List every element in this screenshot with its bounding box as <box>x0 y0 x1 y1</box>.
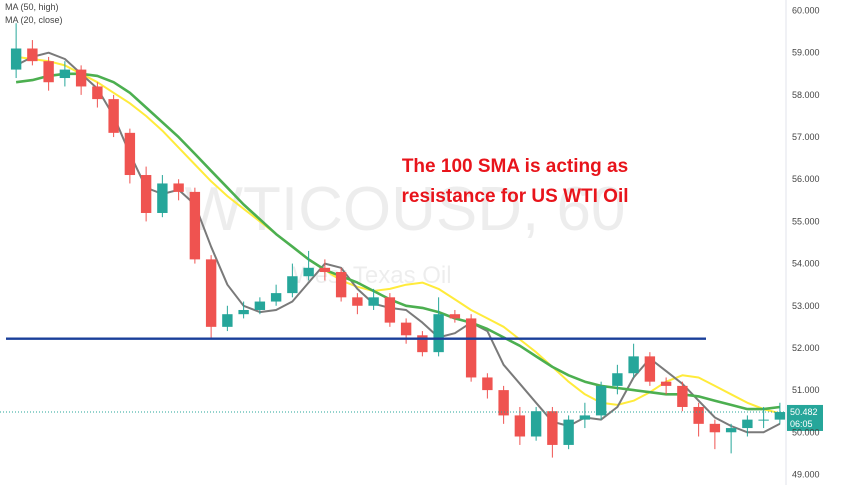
candle <box>465 314 477 382</box>
candle <box>693 402 704 437</box>
y-tick-label: 59.000 <box>792 48 820 58</box>
candle <box>758 406 769 429</box>
candle <box>612 364 623 395</box>
candle <box>238 301 249 319</box>
candle <box>43 56 54 91</box>
candle <box>270 284 282 306</box>
candle <box>254 297 266 315</box>
candle <box>205 255 217 340</box>
candle <box>449 309 461 323</box>
current-price-badge <box>787 404 823 431</box>
y-tick-label: 56.000 <box>792 174 820 184</box>
candle <box>417 331 428 357</box>
candlesticks <box>10 23 786 458</box>
y-tick-label: 55.000 <box>792 216 820 226</box>
candle <box>774 402 786 424</box>
candle <box>319 259 331 281</box>
candle <box>59 61 71 87</box>
candle <box>157 175 168 218</box>
candle <box>92 82 103 108</box>
watermark-symbol: WTICOUSD, 60 <box>185 175 626 244</box>
ma-line <box>15 55 781 415</box>
candle <box>677 381 688 412</box>
price-axis: 49.000 50.000 51.000 52.000 53.000 54.000 55.0… <box>792 6 820 480</box>
candle <box>352 293 363 315</box>
candle <box>140 166 152 222</box>
candle <box>644 352 656 386</box>
candle <box>189 187 201 264</box>
candle <box>530 406 542 441</box>
candle <box>27 40 38 66</box>
ma-20-close-legend[interactable]: MA (20, close) <box>5 15 63 25</box>
candle <box>660 377 672 395</box>
y-tick-label: 53.000 <box>792 301 820 311</box>
candle <box>547 406 558 458</box>
candle <box>498 385 509 424</box>
candle <box>579 402 591 429</box>
candle <box>384 293 396 327</box>
y-tick-label: 52.000 <box>792 343 820 353</box>
candle <box>514 406 526 445</box>
candle <box>124 128 136 184</box>
support-level: 50.482 06:05 <box>0 337 823 431</box>
candle <box>628 343 639 378</box>
candle <box>563 415 574 450</box>
candle <box>742 415 753 437</box>
candle <box>287 263 298 298</box>
ma-line <box>15 72 781 411</box>
candle <box>10 23 22 79</box>
candle <box>335 267 347 302</box>
candle <box>173 179 184 201</box>
candle <box>368 288 379 310</box>
y-tick-label: 57.000 <box>792 132 820 142</box>
y-tick-label: 51.000 <box>792 385 820 395</box>
candle <box>222 305 233 332</box>
candle <box>709 419 721 450</box>
candle <box>482 373 493 399</box>
y-tick-label: 49.000 <box>792 469 820 479</box>
y-tick-label: 60.000 <box>792 6 820 16</box>
candle <box>75 65 87 95</box>
candle <box>433 297 444 357</box>
y-tick-label: 50.000 <box>792 427 820 437</box>
annotation-line-2: resistance for US WTI Oil <box>401 186 629 207</box>
candle <box>400 318 412 344</box>
y-tick-label: 58.000 <box>792 90 820 100</box>
candle <box>108 94 119 138</box>
bar-countdown-label: 06:05 <box>790 419 813 429</box>
candle <box>595 381 607 420</box>
ma-50-high-legend[interactable]: MA (50, high) <box>5 2 59 12</box>
annotation-line-1: The 100 SMA is acting as <box>401 156 629 177</box>
current-price-label: 50.482 <box>790 407 818 417</box>
candle <box>725 423 737 454</box>
candle <box>303 250 314 281</box>
y-tick-label: 54.000 <box>792 259 820 269</box>
